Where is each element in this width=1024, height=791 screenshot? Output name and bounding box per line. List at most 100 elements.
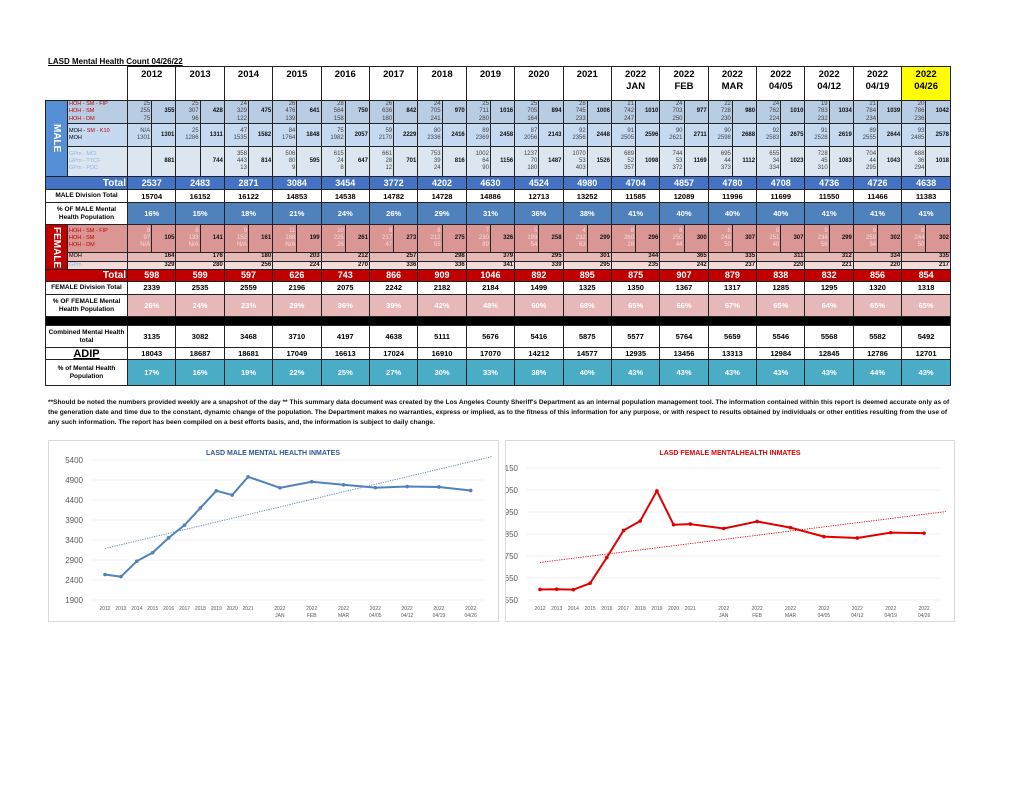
female-pct-value: 42% <box>417 294 467 318</box>
sub-value: 25 <box>482 101 489 107</box>
y-tick-label: 550 <box>505 596 519 605</box>
data-point <box>638 519 642 523</box>
column-header: 2014 <box>223 66 274 101</box>
sub-value: 728 <box>720 108 731 115</box>
male-total-value: 4202 <box>417 176 467 191</box>
x-tick-label: 2014 <box>131 606 142 612</box>
column-period: JAN <box>626 81 646 92</box>
female-division-total-value: 1318 <box>901 281 951 296</box>
sub-value: 152 <box>236 235 247 242</box>
sub-value: 59 <box>385 127 393 134</box>
data-point <box>655 489 659 493</box>
male-division-total-value: 14886 <box>465 189 516 204</box>
male-pct-value: 38% <box>562 202 612 226</box>
group-total: 1010 <box>635 99 661 125</box>
column-year: 2014 <box>237 69 260 80</box>
male-pct-label: % OF MALE Mental Health Population <box>44 202 129 226</box>
sub-value: 234 <box>866 115 877 122</box>
sub-value: 28 <box>579 101 586 107</box>
adip-value: 18681 <box>223 347 274 361</box>
sub-value: 5 <box>533 227 538 234</box>
data-point <box>135 559 139 563</box>
adip-value: 13313 <box>707 347 758 361</box>
female-division-total-value: 1295 <box>804 281 854 296</box>
sub-value: 24 <box>240 101 247 107</box>
sub-value: 9 <box>872 227 877 234</box>
male-total-value: 4708 <box>756 176 806 191</box>
sub-value: 241 <box>430 115 441 122</box>
female-total-value: 856 <box>852 269 903 283</box>
group-total: 750 <box>344 99 370 125</box>
sub-value: 443 <box>236 158 247 165</box>
column-header: 2020 <box>514 66 564 101</box>
data-point <box>468 488 473 493</box>
disclaimer: **Should be noted the numbers provided w… <box>48 399 950 426</box>
female-pct-value: 26% <box>127 294 177 318</box>
male-pct-value: 15% <box>175 202 225 226</box>
sub-value: N/A <box>236 242 247 249</box>
y-tick-label: 2900 <box>65 556 83 565</box>
sub-value: 2583 <box>765 135 780 142</box>
x-tick-label: 2022 <box>852 606 863 612</box>
sub-value: 21 <box>869 101 877 107</box>
sub-value: 8 <box>775 227 780 234</box>
column-period: MAR <box>721 81 744 92</box>
column-year: 2013 <box>189 69 211 80</box>
trendline <box>539 511 946 563</box>
row-sublabel: HOH - DM <box>69 115 95 122</box>
female-pct-label: % OF FEMALE Mental Health Population <box>44 294 129 318</box>
group-total: 2688 <box>731 123 758 148</box>
male-division-total-value: 14728 <box>417 189 467 204</box>
sub-value: 247 <box>624 115 635 122</box>
trendline <box>104 456 492 549</box>
sub-value: 8 <box>437 227 441 234</box>
sub-value: 8 <box>679 227 683 234</box>
x-tick-label: 2012 <box>534 606 545 612</box>
sub-value: 742 <box>624 108 635 115</box>
row-sublabel: GPm - TTCF <box>69 158 101 165</box>
sub-value: 255 <box>140 108 151 115</box>
sub-value: 8 <box>195 227 199 234</box>
y-tick-label: 4900 <box>65 476 83 485</box>
row-sublabel: GPm <box>66 260 129 271</box>
male-division-total-value: 13252 <box>562 189 612 204</box>
sub-value: 784 <box>866 108 877 115</box>
sub-value: 75 <box>337 127 344 134</box>
sub-value: 164 <box>527 115 538 122</box>
y-tick-label: 1050 <box>505 486 519 495</box>
x-tick-label: 04/19 <box>884 613 897 619</box>
y-tick-label: 1150 <box>505 464 519 473</box>
female-total-value: 598 <box>127 269 177 283</box>
x-tick-label: 2017 <box>179 606 190 612</box>
x-tick-label: 2014 <box>568 606 579 612</box>
group-total: 1034 <box>828 99 854 125</box>
combined-total-value: 5875 <box>562 325 612 349</box>
sub-value: 21 <box>627 101 635 107</box>
group-total: 970 <box>441 99 467 125</box>
sub-value: 2336 <box>427 135 441 142</box>
sub-value: 703 <box>672 108 683 115</box>
sub-value: 11 <box>289 227 296 234</box>
group-total: 217 <box>901 260 951 271</box>
sub-value: 92 <box>579 127 586 134</box>
group-total: 235 <box>610 260 661 271</box>
male-division-total-value: 11550 <box>804 189 854 204</box>
sub-value: 84 <box>288 127 296 134</box>
male-pct-value: 31% <box>465 202 516 226</box>
pct-mental-health-value: 43% <box>707 359 758 387</box>
adip-label: ADIP <box>44 347 129 361</box>
female-total-value: 866 <box>368 269 419 283</box>
y-tick-label: 2400 <box>65 576 83 585</box>
adip-value: 17049 <box>272 347 322 361</box>
column-period: FEB <box>674 81 694 92</box>
data-point <box>119 574 123 579</box>
female-chart: LASD FEMALE MENTALHEALTH INMATES 550 650 75… <box>505 440 955 622</box>
group-total: 428 <box>199 99 225 125</box>
female-total-value: 597 <box>223 269 274 283</box>
group-total: 275 <box>441 224 467 254</box>
sub-value: 745 <box>575 108 586 115</box>
group-total: 2578 <box>925 123 951 148</box>
group-total: 161 <box>247 224 274 254</box>
sub-value: 688 <box>914 150 925 157</box>
